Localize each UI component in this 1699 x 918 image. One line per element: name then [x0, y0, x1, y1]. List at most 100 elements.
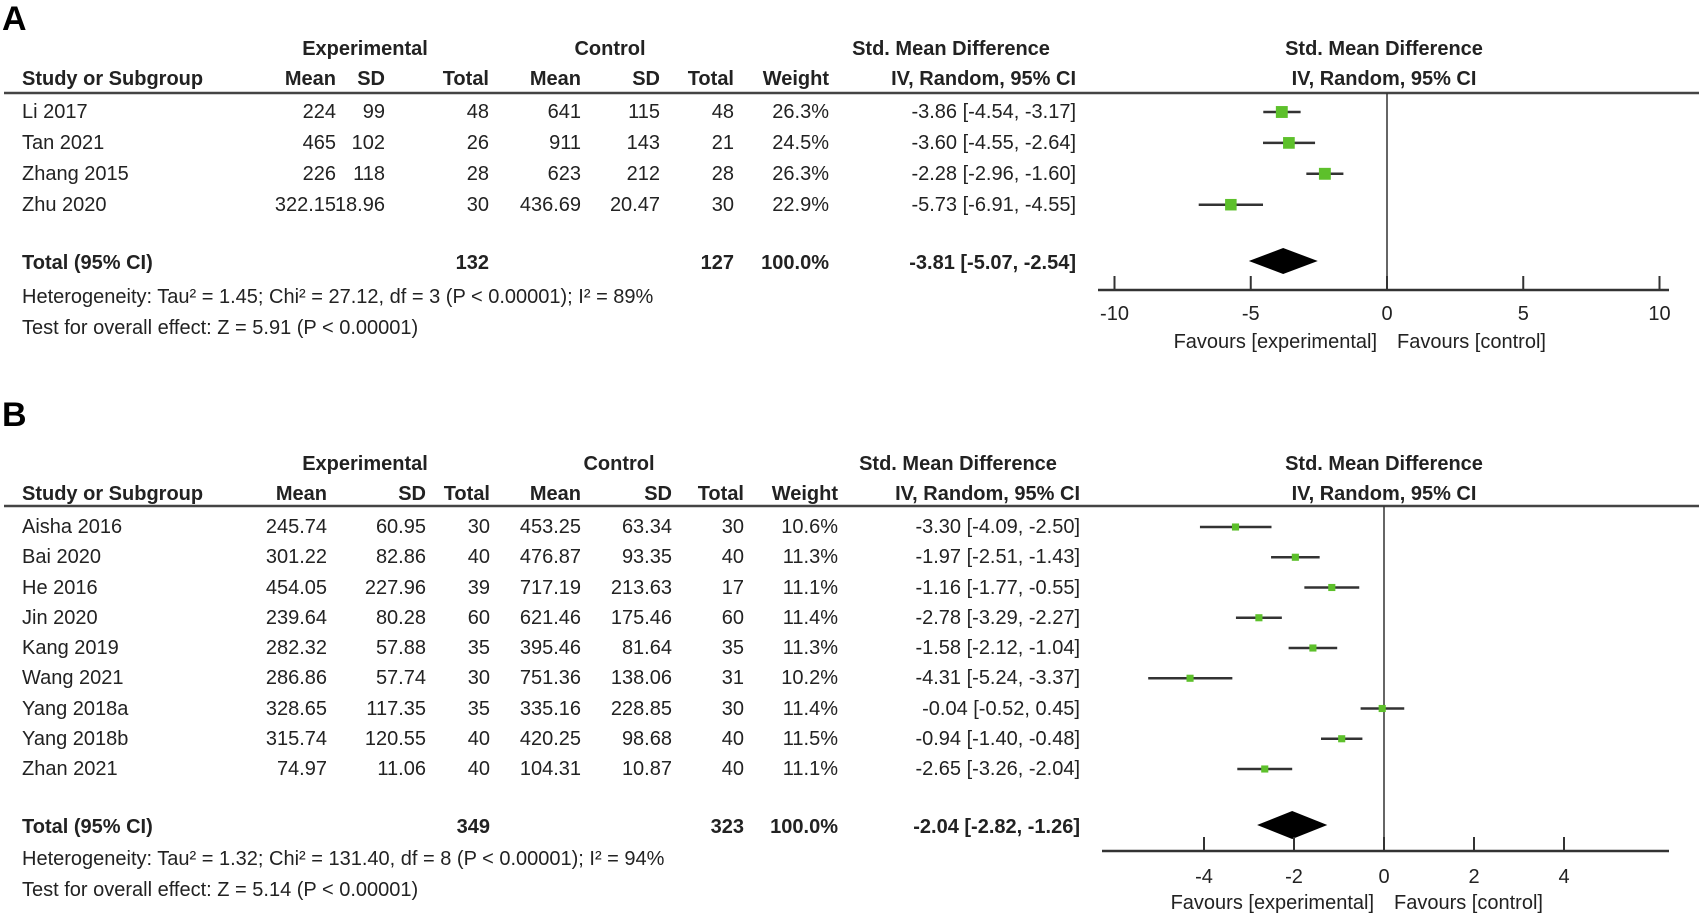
study-weight: 24.5% [772, 131, 829, 154]
header-control: Control [583, 453, 655, 475]
study-ci: -1.58 [-2.12, -1.04] [915, 637, 1080, 659]
panel-label: B [2, 396, 27, 434]
study-estimate-square [1231, 523, 1240, 531]
total-exp: 132 [455, 252, 489, 274]
exp-sd: 120.55 [364, 727, 426, 750]
study-name: Aisha 2016 [22, 516, 123, 538]
ctl-mean: 104.31 [519, 758, 581, 780]
exp-mean: 465 [302, 131, 336, 154]
exp-mean: 301.22 [265, 546, 327, 569]
x-tick-label: -5 [1241, 303, 1260, 325]
exp-sd: 227.96 [364, 576, 426, 599]
pooled-estimate-diamond [1257, 811, 1328, 839]
ctl-mean: 335.16 [519, 697, 581, 720]
study-ci: -2.65 [-3.26, -2.04] [915, 758, 1080, 780]
header-ctl-total: Total [697, 483, 744, 505]
ctl-mean: 395.46 [519, 637, 581, 659]
study-name: Kang 2019 [22, 637, 119, 659]
exp-mean: 454.05 [265, 576, 327, 599]
study-ci: -3.60 [-4.55, -2.64] [911, 131, 1076, 154]
exp-total: 30 [467, 516, 490, 538]
overall-effect-text: Test for overall effect: Z = 5.14 (P < 0… [22, 879, 419, 901]
exp-sd: 57.74 [375, 667, 426, 690]
ctl-total: 48 [711, 101, 734, 123]
x-tick-label: 2 [1468, 866, 1480, 888]
study-estimate-square [1255, 614, 1263, 622]
ctl-mean: 623 [547, 162, 581, 185]
study-name: Bai 2020 [22, 546, 101, 569]
exp-sd: 117.35 [366, 697, 426, 720]
ctl-total: 60 [721, 606, 744, 629]
exp-mean: 282.32 [265, 637, 327, 659]
favours-experimental-label: Favours [experimental] [1173, 331, 1377, 353]
study-ci: -5.73 [-6.91, -4.55] [911, 193, 1076, 216]
ctl-mean: 717.19 [519, 576, 581, 599]
ctl-total: 40 [721, 546, 744, 569]
header-plot-title: Std. Mean Difference [1285, 38, 1483, 60]
exp-total: 60 [467, 606, 490, 629]
study-name: Zhan 2021 [22, 758, 118, 780]
study-estimate-square [1318, 167, 1331, 180]
total-ci: -3.81 [-5.07, -2.54] [909, 252, 1076, 274]
x-tick-label: 0 [1378, 866, 1390, 888]
exp-mean: 286.86 [265, 667, 327, 690]
exp-total: 35 [467, 697, 490, 720]
study-weight: 22.9% [772, 193, 829, 216]
exp-total: 30 [466, 193, 489, 216]
exp-total: 26 [466, 131, 489, 154]
total-label: Total (95% CI) [22, 252, 153, 274]
exp-total: 40 [467, 546, 490, 569]
ctl-total: 21 [711, 131, 734, 154]
study-name: Zhang 2015 [22, 162, 129, 185]
study-name: Zhu 2020 [22, 193, 107, 216]
ctl-mean: 911 [549, 131, 581, 154]
exp-sd: 99 [362, 101, 385, 123]
header-ctl-mean: Mean [529, 483, 581, 505]
header-method: IV, Random, 95% CI [895, 483, 1080, 505]
header-control: Control [574, 38, 646, 60]
ctl-sd: 81.64 [621, 637, 672, 659]
x-tick-label: 4 [1558, 866, 1570, 888]
header-exp-sd: SD [357, 68, 385, 90]
exp-sd: 18.96 [334, 193, 385, 216]
study-weight: 11.4% [782, 697, 838, 720]
study-estimate-square [1186, 674, 1194, 682]
x-tick-label: -4 [1195, 866, 1213, 888]
ctl-sd: 228.85 [610, 697, 672, 720]
header-exp-mean: Mean [275, 483, 327, 505]
study-ci: -0.94 [-1.40, -0.48] [915, 727, 1080, 750]
header-method: IV, Random, 95% CI [891, 68, 1076, 90]
header-experimental: Experimental [302, 38, 428, 60]
study-estimate-square [1291, 553, 1299, 561]
x-tick-label: 5 [1517, 303, 1529, 325]
ctl-sd: 213.63 [610, 576, 672, 599]
study-ci: -4.31 [-5.24, -3.37] [915, 667, 1080, 690]
header-exp-total: Total [443, 483, 490, 505]
study-weight: 26.3% [772, 162, 829, 185]
study-estimate-square [1328, 583, 1336, 592]
study-name: Jin 2020 [22, 606, 98, 629]
exp-sd: 11.06 [377, 758, 426, 780]
header-ctl-sd: SD [632, 68, 660, 90]
exp-mean: 224 [302, 101, 336, 123]
overall-effect-text: Test for overall effect: Z = 5.91 (P < 0… [22, 317, 419, 339]
header-ctl-sd: SD [644, 483, 672, 505]
exp-total: 39 [467, 576, 490, 599]
study-name: Tan 2021 [22, 131, 105, 154]
total-ci: -2.04 [-2.82, -1.26] [913, 816, 1080, 838]
ctl-mean: 751.36 [519, 667, 581, 690]
header-exp-mean: Mean [284, 68, 336, 90]
study-name: Li 2017 [22, 101, 88, 123]
ctl-mean: 436.69 [519, 193, 581, 216]
total-weight: 100.0% [761, 252, 829, 274]
total-weight: 100.0% [770, 816, 838, 838]
ctl-sd: 20.47 [609, 193, 660, 216]
study-name: He 2016 [22, 576, 98, 599]
study-estimate-square [1275, 106, 1288, 118]
total-exp: 349 [456, 816, 490, 838]
study-weight: 10.6% [781, 516, 838, 538]
exp-total: 30 [467, 667, 490, 690]
x-tick-label: -10 [1100, 303, 1129, 325]
study-estimate-square [1309, 644, 1317, 652]
